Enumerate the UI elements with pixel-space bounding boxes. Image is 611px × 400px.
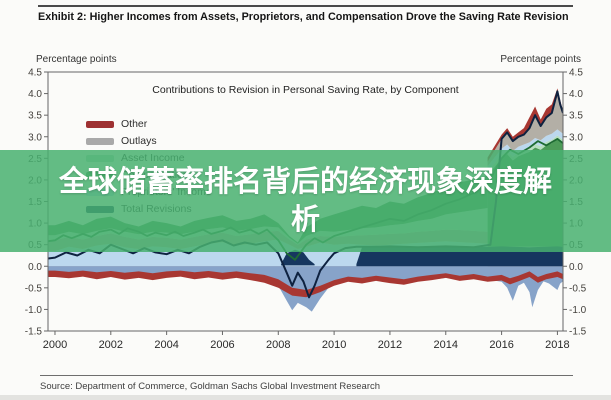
y-tick-label-right: 0.0 [569,262,583,273]
x-tick-label: 2000 [43,339,67,351]
y-tick-label-left: 4.0 [28,89,42,100]
chart-title: Contributions to Revision in Personal Sa… [152,84,459,96]
y-tick-label-left: 4.5 [28,68,42,79]
y-tick-label-right: -1.0 [569,305,587,316]
series-total-revisions-blob [281,249,315,266]
x-tick-label: 2012 [378,339,402,351]
right-axis-caption: Percentage points [500,54,581,65]
x-tick-label: 2004 [154,339,178,351]
y-tick-label-right: -0.5 [569,283,587,294]
legend-item: Outlays [86,133,212,150]
y-tick-label-left: -1.0 [25,305,43,316]
y-tick-label-right: 4.5 [569,68,583,79]
y-tick-label-left: 0.0 [28,262,42,273]
bottom-edge-strip [0,395,611,400]
headline-overlay-banner: 全球储蓄率排名背后的经济现象深度解 析 [0,150,611,252]
x-tick-label: 2002 [99,339,123,351]
x-tick-label: 2018 [545,339,569,351]
exhibit-title: Exhibit 2: Higher Incomes from Assets, P… [38,11,569,23]
y-tick-label-right: 4.0 [569,89,583,100]
y-tick-label-left: -0.5 [25,283,43,294]
legend-label: Outlays [121,135,157,148]
legend-item: Other [86,116,212,133]
x-tick-label: 2008 [266,339,290,351]
y-tick-label-right: 3.5 [569,111,583,122]
y-tick-label-left: 3.5 [28,111,42,122]
y-tick-label-right: 3.0 [569,132,583,143]
headline-text-line2: 析 [290,204,320,236]
top-divider [38,5,573,7]
y-tick-label-right: -1.5 [569,327,587,338]
left-axis-caption: Percentage points [36,54,117,65]
source-attribution: Source: Department of Commerce, Goldman … [40,381,381,392]
legend-swatch [86,138,114,145]
series-proprietors-income-late [487,129,563,173]
legend-label: Other [121,118,148,131]
y-tick-label-left: -1.5 [25,327,43,338]
x-tick-label: 2010 [322,339,346,351]
x-tick-label: 2016 [489,339,513,351]
x-tick-label: 2014 [434,339,458,351]
legend-swatch [86,121,114,128]
x-tick-label: 2006 [210,339,234,351]
series-other-below [48,270,563,298]
source-divider [40,375,573,376]
y-tick-label-left: 3.0 [28,132,42,143]
series-asset-income-late [487,135,563,176]
headline-text-line1: 全球储蓄率排名背后的经济现象深度解 [58,166,552,198]
